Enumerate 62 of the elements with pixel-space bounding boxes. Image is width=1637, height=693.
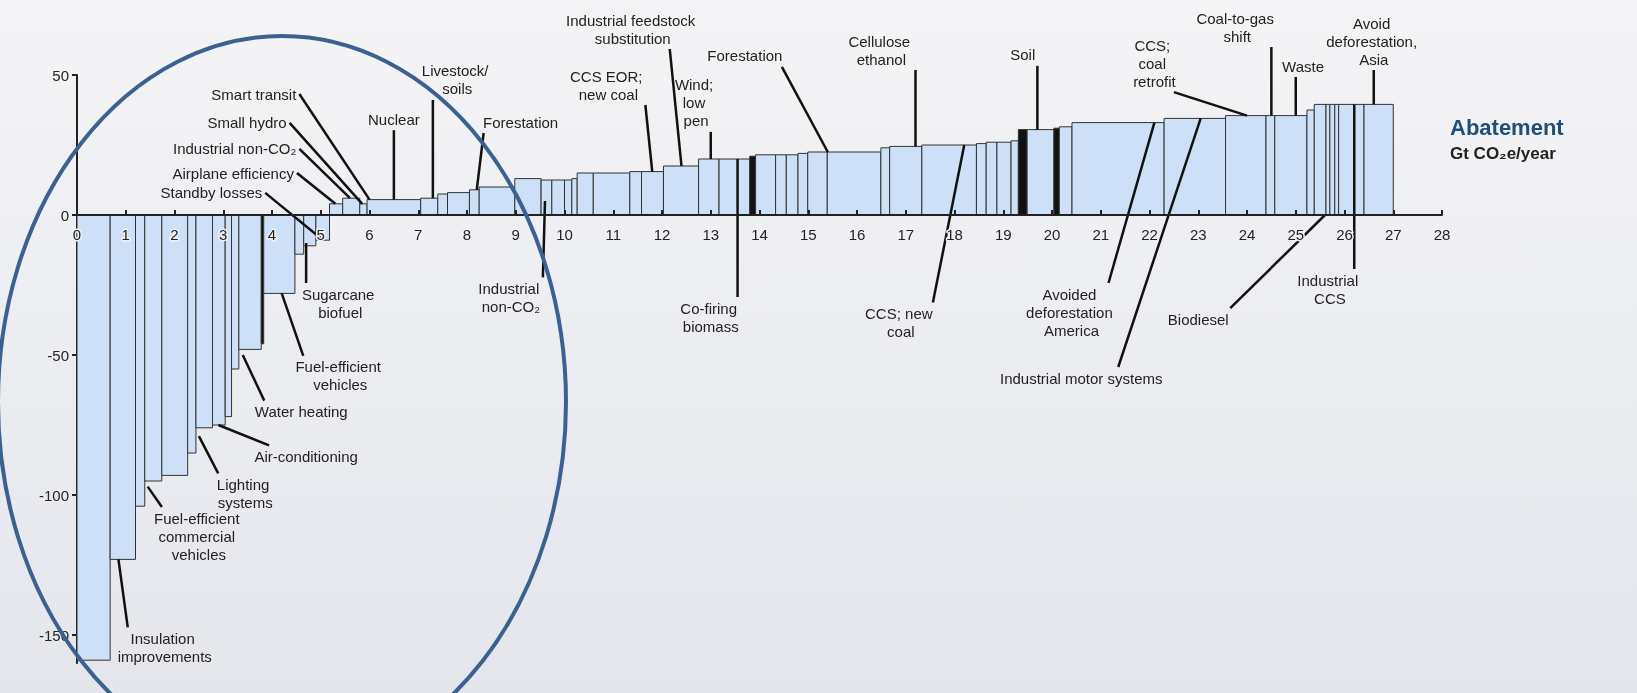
y-tick-label: 50	[52, 66, 69, 84]
annotation: Airplane efficiency	[172, 164, 295, 182]
x-axis-title: Abatement Gt CO₂e/year	[1450, 114, 1565, 163]
annotation: CCS; new coal	[865, 305, 937, 341]
x-tick-label: 22	[1141, 226, 1158, 243]
annotation: Industrial non-CO₂	[478, 279, 544, 315]
x-tick-label: 10	[556, 226, 573, 243]
x-tick-label: 20	[1043, 226, 1061, 243]
annotation: Soil	[1010, 46, 1036, 64]
x-tick-label: 23	[1189, 226, 1207, 243]
annotation: Cellulose ethanol	[848, 32, 915, 68]
x-tick-label: 26	[1336, 226, 1353, 243]
annotation: Waste	[1282, 57, 1325, 75]
annotation: Industrial motor systems	[999, 369, 1163, 387]
annotation: Sugarcane biofuel	[301, 285, 379, 321]
x-tick-label: 9	[511, 226, 520, 243]
annotation: Coal-to-gas shift	[1196, 9, 1279, 45]
annotation: Forestation	[483, 113, 559, 131]
annotation: CCS; coal retrofit	[1133, 36, 1177, 90]
x-tick-label: 7	[414, 226, 423, 243]
annotation: Lighting systems	[216, 475, 274, 511]
annotation: Fuel-efficient vehicles	[295, 358, 386, 394]
x-tick-label: 2	[170, 226, 179, 243]
annotation: Industrial feedstock substitution	[566, 11, 700, 47]
x-tick-label: 12	[653, 226, 671, 243]
x-tick-label: 8	[462, 226, 472, 243]
x-tick-label: 25	[1287, 226, 1305, 243]
annotation: Biodiesel	[1167, 310, 1229, 328]
annotation: Insulation improvements	[117, 629, 212, 665]
x-tick-label: 16	[848, 226, 866, 243]
x-tick-label: 11	[605, 226, 622, 243]
annotation: Industrial non-CO₂	[172, 140, 297, 158]
annotation: Industrial CCS	[1297, 271, 1363, 307]
x-tick-label: 14	[751, 226, 768, 243]
annotation: Nuclear	[368, 110, 420, 128]
x-tick-label: 19	[994, 226, 1012, 243]
annotation: Standby losses	[160, 184, 263, 202]
x-tick-label: 4	[267, 226, 277, 243]
annotation: Avoid deforestation, Asia	[1326, 14, 1422, 68]
annotation: Forestation	[707, 47, 783, 65]
annotation: CCS EOR; new coal	[570, 67, 647, 103]
x-tick-label: 17	[897, 226, 915, 243]
annotation: Wind; low pen	[674, 76, 718, 130]
annotation: Air-conditioning	[254, 447, 358, 465]
annotation: Avoided deforestation America	[1026, 285, 1117, 339]
annotation: Co-firing biomass	[680, 299, 742, 335]
x-tick-label: 15	[799, 226, 817, 243]
x-tick-label: 13	[702, 226, 720, 243]
annotation: Smart transit	[211, 85, 298, 103]
annotation: Water heating	[254, 403, 348, 421]
x-tick-label: 18	[946, 226, 963, 243]
y-tick-label: -100	[38, 486, 69, 504]
y-tick-label: 0	[60, 206, 69, 224]
x-tick-label: 27	[1384, 226, 1402, 243]
x-tick-label: 1	[121, 226, 130, 243]
annotation: Livestock/ soils	[421, 62, 493, 98]
x-tick-label: 6	[365, 226, 374, 243]
x-tick-label: 24	[1238, 226, 1256, 243]
x-tick-label: 21	[1092, 226, 1110, 243]
y-tick-label: -50	[47, 346, 69, 364]
x-tick-label: 28	[1433, 226, 1451, 243]
annotation: Small hydro	[207, 114, 287, 132]
